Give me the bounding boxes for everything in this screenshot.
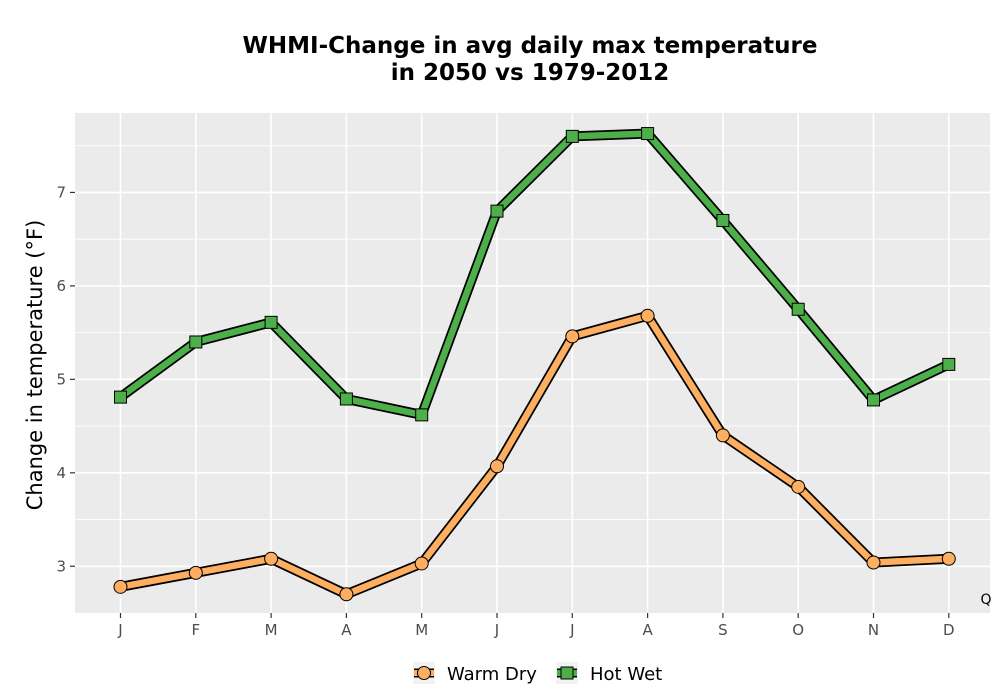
series-line-warm-dry [119,312,949,598]
legend: Warm Dry Hot Wet [413,662,662,685]
data-point-hot-wet [114,390,127,404]
x-tick-label: M [415,621,428,639]
data-point-hot-wet [189,335,203,349]
legend-label-hot-wet: Hot Wet [590,664,662,685]
y-axis-title: Change in temperature (°F) [23,220,47,511]
data-point-warm-dry [715,428,730,443]
data-point-warm-dry [866,555,881,570]
x-tick-label: N [868,621,879,639]
x-tick-label: J [569,621,574,639]
y-tick-label: 5 [56,370,66,388]
data-point-warm-dry [339,587,354,602]
data-point-hot-wet [490,204,504,218]
y-tick-label: 3 [56,557,66,575]
data-point-hot-wet [791,302,805,316]
y-tick-label: 6 [56,277,66,295]
data-point-warm-dry [490,459,504,474]
data-point-hot-wet [415,408,429,422]
y-axis: 3 4 5 6 7 [56,183,75,575]
x-tick-label: D [943,621,955,639]
chart-title-line-2: in 2050 vs 1979-2012 [391,60,670,86]
data-point-warm-dry [113,579,128,594]
data-point-warm-dry [414,556,429,571]
x-tick-label: S [718,621,728,639]
x-tick-label: A [341,621,352,639]
x-tick-label: F [191,621,200,639]
data-point-hot-wet [942,357,956,371]
data-point-warm-dry [188,565,203,580]
data-point-hot-wet [339,392,353,406]
y-tick-label: 4 [56,464,66,482]
series-line-hot-wet [118,130,951,419]
data-point-hot-wet [565,129,579,143]
data-point-warm-dry [791,479,806,494]
data-point-warm-dry [640,308,655,323]
x-tick-label: J [494,621,499,639]
legend-label-warm-dry: Warm Dry [447,664,537,685]
data-point-warm-dry [565,329,580,344]
data-point-warm-dry [941,551,956,566]
data-point-hot-wet [716,213,730,227]
x-tick-label: J [117,621,122,639]
x-tick-label: A [642,621,653,639]
corner-note: Q [980,592,991,608]
x-tick-label: O [792,621,804,639]
data-point-hot-wet [867,393,880,407]
data-point-warm-dry [264,551,279,566]
series-markers [113,127,956,602]
y-tick-label: 7 [56,183,66,201]
x-tick-label: M [265,621,278,639]
data-point-hot-wet [264,315,278,329]
legend-key-marker-hot-wet [560,666,574,680]
data-point-hot-wet [641,127,655,141]
legend-key-marker-warm-dry [417,666,431,680]
series-lines [117,128,951,600]
chart-title-line-1: WHMI-Change in avg daily max temperature [243,33,818,59]
